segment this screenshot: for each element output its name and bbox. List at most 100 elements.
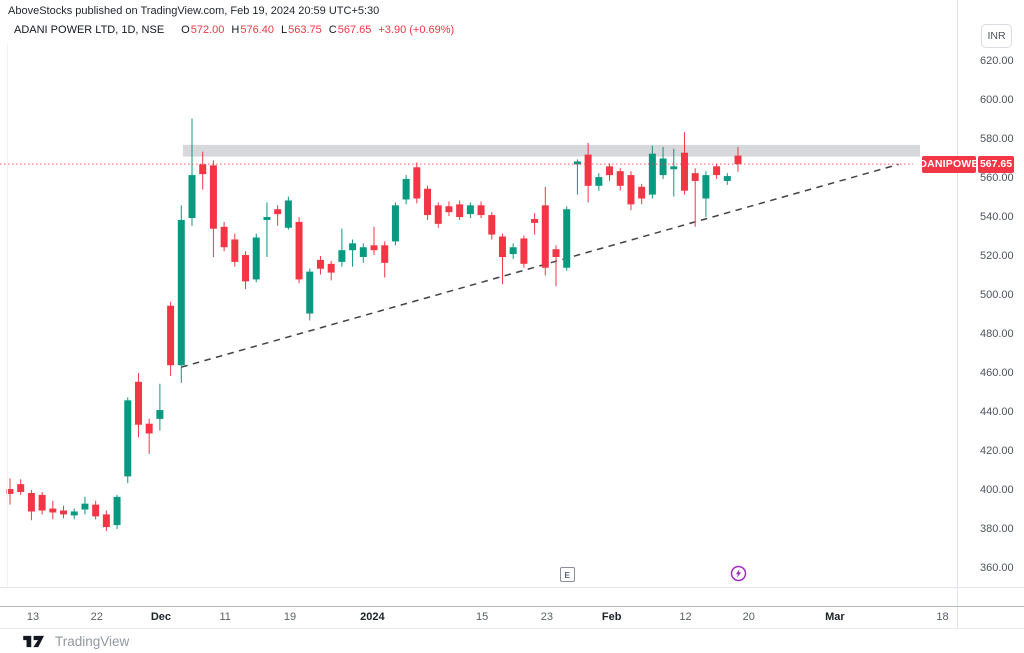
candle-body [242, 255, 250, 282]
plot-bottom-border [0, 587, 1024, 588]
candle-body [520, 238, 528, 264]
symbol-info-bar: ADANI POWER LTD, 1D, NSE O572.00 H576.40 L5… [14, 24, 454, 36]
ohlc-low-label: L [280, 24, 288, 36]
candle-body [509, 247, 517, 255]
candle-body [274, 209, 282, 215]
candle-body [659, 158, 667, 176]
lightning-bolt-icon [735, 569, 741, 578]
ohlc-close-value: 567.65 [337, 24, 372, 36]
candle-body [70, 511, 78, 516]
price-label-ticker: ADANIPOWER [912, 155, 986, 173]
candle-body [124, 400, 132, 477]
candle-body [434, 205, 442, 224]
ohlc-high-label: H [231, 24, 240, 36]
candle-body [167, 305, 175, 366]
earnings-marker-icon[interactable]: E [559, 567, 575, 582]
candle-body [49, 508, 57, 513]
candle-body [38, 494, 46, 511]
trendline[interactable] [181, 163, 899, 368]
candle-body [445, 206, 453, 213]
candle-body [713, 166, 721, 176]
candle-body [584, 154, 592, 186]
candle-body [734, 155, 742, 165]
candle-body [188, 175, 196, 218]
candle-body [424, 188, 432, 216]
candle-body [606, 166, 614, 176]
candle-body [456, 204, 464, 218]
candle-body [477, 205, 485, 216]
candle-body [466, 205, 474, 215]
candle-body [370, 245, 378, 251]
symbol-title[interactable]: ADANI POWER LTD, 1D, NSE [14, 24, 165, 36]
candle-body [220, 226, 228, 248]
price-axis-border [957, 0, 958, 628]
candle-body [723, 176, 731, 181]
candle-body [113, 496, 121, 526]
candle-body [595, 177, 603, 186]
candle-body [284, 200, 292, 228]
footer-border [0, 628, 1024, 629]
candle-body [177, 219, 185, 366]
candle-body [391, 205, 399, 242]
candle-body [563, 209, 571, 268]
candle-body [306, 271, 314, 314]
candle-body [381, 245, 389, 263]
candle-body [359, 247, 367, 257]
candle-body [670, 166, 678, 170]
ohlc-open-label: O [181, 24, 190, 36]
candle-body [402, 179, 410, 200]
flash-event-icon[interactable] [730, 565, 747, 582]
plot-left-border [7, 44, 8, 587]
candle-body [638, 186, 646, 199]
candle-body [102, 514, 110, 528]
candle-body [145, 423, 153, 434]
footer: TradingView [22, 632, 129, 650]
currency-button[interactable]: INR [981, 24, 1012, 48]
attribution-text: AboveStocks published on TradingView.com… [8, 5, 380, 17]
ohlc-close-label: C [328, 24, 337, 36]
candle-body [92, 504, 100, 517]
ohlc-low-value: 563.75 [288, 24, 322, 36]
flash-circle [730, 565, 746, 582]
candle-body [488, 215, 496, 235]
candle-body [6, 489, 14, 494]
candle-body [413, 167, 421, 199]
candle-body [691, 173, 699, 181]
candle-body [60, 510, 68, 515]
candle-body [199, 164, 207, 175]
tradingview-logo-icon[interactable] [22, 633, 49, 650]
resistance-zone[interactable] [182, 144, 921, 157]
candle-body [680, 152, 688, 191]
candle-body [541, 205, 549, 268]
candle-body [134, 381, 142, 425]
candle-body [552, 249, 560, 257]
candle-body [616, 171, 624, 186]
candle-body [702, 175, 710, 199]
candle-body [231, 239, 239, 262]
candle-body [252, 237, 260, 280]
candle-body [209, 165, 217, 229]
candle-body [498, 236, 506, 257]
candle-body [627, 175, 635, 205]
candle-body [327, 263, 335, 273]
candle-body [156, 410, 164, 419]
time-axis-border [0, 606, 1024, 607]
ohlc-open-value: 572.00 [190, 24, 225, 36]
change-value: +3.90 (+0.69%) [378, 24, 455, 36]
tradingview-brand-text[interactable]: TradingView [55, 633, 130, 649]
candle-body [295, 221, 303, 280]
candle-body [349, 243, 357, 251]
last-price-label: ADANIPOWER 567.65 [912, 155, 1014, 173]
candle-body [27, 492, 35, 512]
candle-body [81, 503, 89, 510]
candle-body [573, 161, 581, 165]
candle-body [263, 217, 271, 220]
candle-body [531, 218, 539, 223]
candle-body [316, 259, 324, 269]
candle-body [338, 250, 346, 262]
candle-body [17, 484, 25, 492]
price-label-value: 567.65 [978, 155, 1014, 173]
candle-body [648, 153, 656, 195]
